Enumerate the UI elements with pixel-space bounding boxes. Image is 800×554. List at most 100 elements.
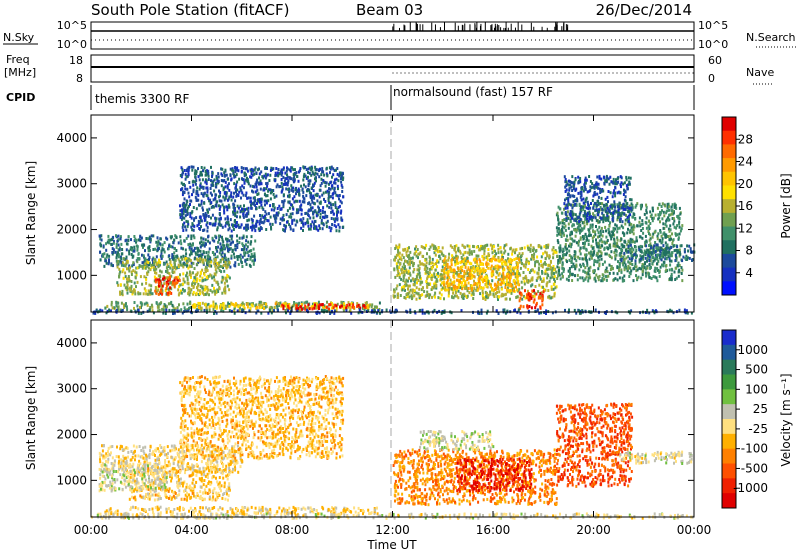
range-cell	[570, 272, 573, 276]
range-cell	[668, 229, 671, 233]
range-cell	[188, 264, 191, 268]
range-cell	[251, 304, 254, 308]
range-cell	[627, 265, 630, 268]
range-cell	[690, 311, 693, 315]
range-cell	[184, 208, 187, 212]
range-cell	[561, 275, 564, 278]
range-cell	[135, 266, 138, 270]
range-cell	[169, 260, 172, 264]
range-cell	[341, 190, 344, 193]
range-cell	[233, 311, 236, 315]
range-cell	[671, 203, 674, 207]
range-cell	[413, 268, 416, 271]
range-cell	[161, 289, 164, 293]
range-cell	[552, 246, 555, 250]
range-cell	[602, 220, 605, 224]
range-cell	[171, 245, 174, 249]
range-cell	[229, 234, 232, 238]
range-cell	[522, 305, 525, 309]
range-cell	[473, 249, 476, 253]
range-cell	[285, 311, 287, 315]
range-cell	[650, 213, 653, 217]
range-cell	[237, 305, 240, 309]
range-cell	[199, 245, 202, 249]
range-cell	[569, 231, 572, 235]
range-cell	[431, 243, 434, 247]
range-cell	[206, 269, 209, 272]
range-cell	[566, 234, 568, 238]
range-cell	[656, 234, 659, 238]
range-cell	[116, 261, 119, 265]
range-cell	[497, 251, 500, 255]
range-cell	[254, 258, 256, 262]
range-cell	[325, 225, 328, 229]
range-cell	[204, 242, 207, 246]
range-cell	[550, 285, 553, 289]
range-cell	[556, 265, 559, 269]
range-cell	[678, 251, 681, 255]
range-cell	[598, 264, 601, 268]
range-cell	[583, 220, 586, 224]
range-cell	[164, 304, 167, 308]
range-cell	[255, 224, 258, 228]
range-cell	[207, 261, 210, 265]
range-cell	[672, 244, 675, 248]
range-cell	[676, 224, 679, 228]
range-cell	[178, 303, 180, 307]
range-cell	[499, 246, 502, 250]
range-cell	[163, 282, 166, 286]
range-cell	[555, 270, 558, 274]
range-cell	[244, 311, 247, 315]
range-cell	[108, 308, 111, 312]
range-cell	[476, 262, 479, 266]
range-cell	[581, 235, 584, 238]
range-cell	[117, 301, 120, 305]
range-cell	[137, 252, 140, 256]
range-cell	[202, 287, 205, 291]
range-cell	[108, 241, 111, 245]
range-cell	[209, 273, 212, 277]
range-cell	[642, 266, 645, 270]
range-cell	[255, 303, 258, 307]
range-cell	[219, 234, 222, 238]
range-cell	[557, 222, 560, 226]
range-cell	[315, 211, 318, 215]
range-cell	[504, 297, 507, 301]
range-cell	[402, 248, 405, 252]
range-cell	[531, 268, 534, 272]
range-cell	[193, 282, 196, 286]
range-cell	[119, 255, 122, 259]
range-cell	[120, 263, 123, 267]
range-cell	[496, 295, 499, 299]
range-cell	[670, 259, 673, 263]
range-cell	[616, 242, 619, 246]
range-cell	[242, 304, 245, 308]
range-cell	[442, 283, 445, 287]
range-cell	[504, 292, 507, 296]
range-cell	[225, 278, 228, 282]
range-cell	[174, 234, 177, 238]
range-cell	[521, 286, 524, 290]
range-cell	[489, 290, 492, 294]
range-cell	[308, 188, 311, 192]
range-cell	[222, 304, 225, 307]
range-cell	[204, 238, 207, 242]
range-cell	[404, 265, 406, 269]
range-cell	[421, 309, 424, 313]
range-cell	[458, 280, 461, 284]
range-cell	[589, 233, 592, 237]
range-cell	[466, 244, 469, 248]
range-cell	[196, 271, 199, 275]
range-cell	[644, 220, 647, 224]
range-cell	[208, 305, 211, 309]
range-cell	[310, 305, 313, 309]
range-cell	[204, 270, 207, 274]
range-cell	[555, 250, 558, 254]
range-cell	[578, 268, 581, 272]
range-cell	[248, 309, 251, 313]
range-cell	[663, 250, 666, 253]
range-cell	[351, 305, 354, 309]
range-cell	[438, 249, 441, 253]
range-cell	[635, 269, 638, 273]
range-cell	[627, 244, 630, 248]
